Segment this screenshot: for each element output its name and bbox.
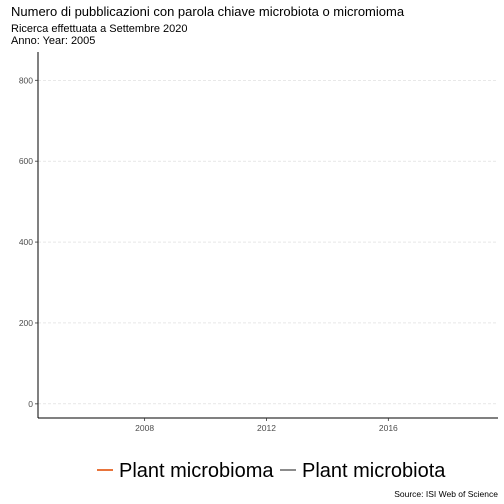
x-axis-ticks: 2008 2012 2016 [135,418,398,433]
chart-subtitle-line-2: Anno: Year: 2005 [11,35,95,47]
gridlines [38,80,498,405]
x-tick-label-2012: 2012 [257,423,276,433]
legend-label-plant-microbioma: Plant microbioma [119,460,274,482]
chart-subtitle-line-1: Ricerca effettuata a Settembre 2020 [11,23,188,35]
chart-title: Numero di pubblicazioni con parola chiav… [11,4,405,19]
plot-area: 0 200 400 600 800 2008 2012 2016 [19,52,498,433]
legend: Plant microbioma Plant microbiota [97,460,446,482]
x-tick-label-2008: 2008 [135,423,154,433]
legend-label-plant-microbiota: Plant microbiota [302,460,446,482]
x-tick-label-2016: 2016 [379,423,398,433]
y-tick-label-600: 600 [19,156,33,166]
y-tick-label-200: 200 [19,318,33,328]
y-tick-label-400: 400 [19,237,33,247]
chart-caption: Source: ISI Web of Science [394,489,498,499]
y-tick-label-800: 800 [19,75,33,85]
y-axis-ticks: 0 200 400 600 800 [19,75,38,409]
y-tick-label-0: 0 [28,399,33,409]
